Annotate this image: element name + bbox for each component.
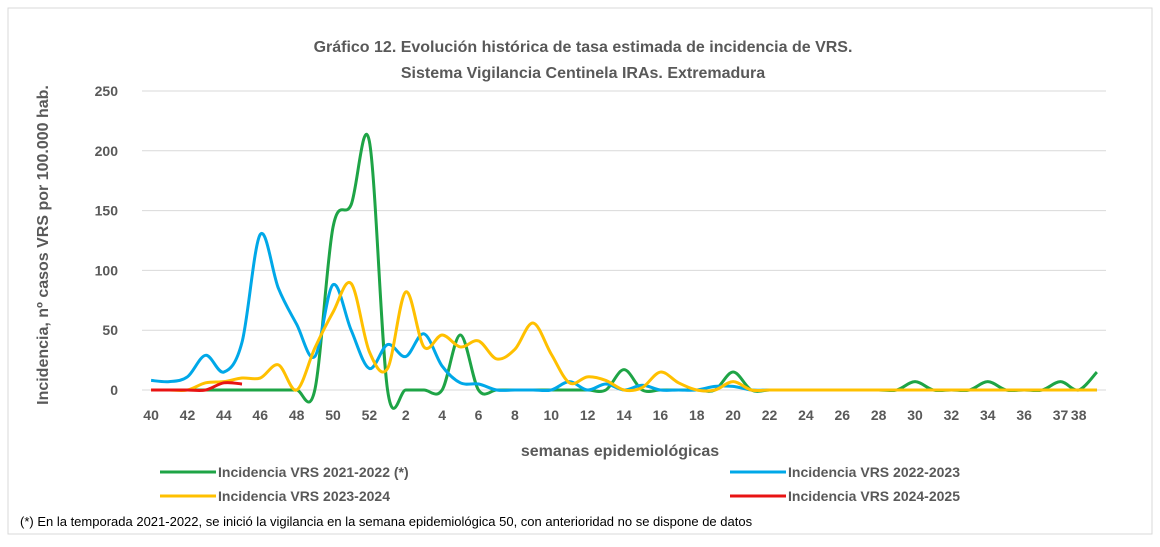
x-tick-label: 40 bbox=[143, 407, 159, 423]
legend-label: Incidencia VRS 2022-2023 bbox=[788, 464, 960, 480]
x-tick-label: 6 bbox=[475, 407, 483, 423]
y-tick-label: 50 bbox=[102, 322, 118, 338]
x-tick-label: 18 bbox=[689, 407, 705, 423]
chart-subtitle: Sistema Vigilancia Centinela IRAs. Extre… bbox=[401, 65, 765, 82]
x-tick-label: 32 bbox=[944, 407, 960, 423]
x-tick-label: 14 bbox=[616, 407, 632, 423]
x-tick-label: 26 bbox=[834, 407, 850, 423]
footnote: (*) En la temporada 2021-2022, se inició… bbox=[20, 514, 753, 529]
y-tick-label: 0 bbox=[110, 382, 118, 398]
x-tick-label: 10 bbox=[543, 407, 559, 423]
x-tick-label: 46 bbox=[252, 407, 268, 423]
x-tick-label: 36 bbox=[1016, 407, 1032, 423]
series-line bbox=[151, 381, 243, 393]
x-tick-label: 28 bbox=[871, 407, 887, 423]
x-tick-label: 42 bbox=[180, 407, 196, 423]
x-tick-label: 24 bbox=[798, 407, 814, 423]
y-tick-label: 100 bbox=[95, 262, 119, 278]
y-tick-label: 150 bbox=[95, 203, 119, 219]
x-tick-label: 12 bbox=[580, 407, 596, 423]
x-tick-label: 38 bbox=[1071, 407, 1087, 423]
x-tick-label: 44 bbox=[216, 407, 232, 423]
x-tick-label: 22 bbox=[762, 407, 778, 423]
x-tick-label: 20 bbox=[725, 407, 741, 423]
x-axis-label: semanas epidemiológicas bbox=[521, 443, 719, 460]
x-tick-label: 50 bbox=[325, 407, 341, 423]
series-line bbox=[151, 280, 1097, 393]
legend-label: Incidencia VRS 2023-2024 bbox=[218, 488, 390, 504]
x-tick-label: 48 bbox=[289, 407, 305, 423]
x-tick-label: 16 bbox=[653, 407, 669, 423]
y-tick-label: 250 bbox=[95, 83, 119, 99]
y-axis-label: Incidencia, nº casos VRS por 100.000 hab… bbox=[35, 85, 52, 405]
x-tick-label: 8 bbox=[511, 407, 519, 423]
legend-label: Incidencia VRS 2024-2025 bbox=[788, 488, 960, 504]
x-tick-label: 52 bbox=[362, 407, 378, 423]
x-tick-label: 2 bbox=[402, 407, 410, 423]
y-tick-label: 200 bbox=[95, 143, 119, 159]
x-tick-label: 34 bbox=[980, 407, 996, 423]
legend-label: Incidencia VRS 2021-2022 (*) bbox=[218, 464, 409, 480]
x-tick-label: 30 bbox=[907, 407, 923, 423]
x-tick-label: 4 bbox=[438, 407, 446, 423]
x-tick-label: 37 bbox=[1053, 407, 1069, 423]
chart-frame bbox=[7, 7, 1153, 535]
chart-title: Gráfico 12. Evolución histórica de tasa … bbox=[314, 39, 853, 56]
